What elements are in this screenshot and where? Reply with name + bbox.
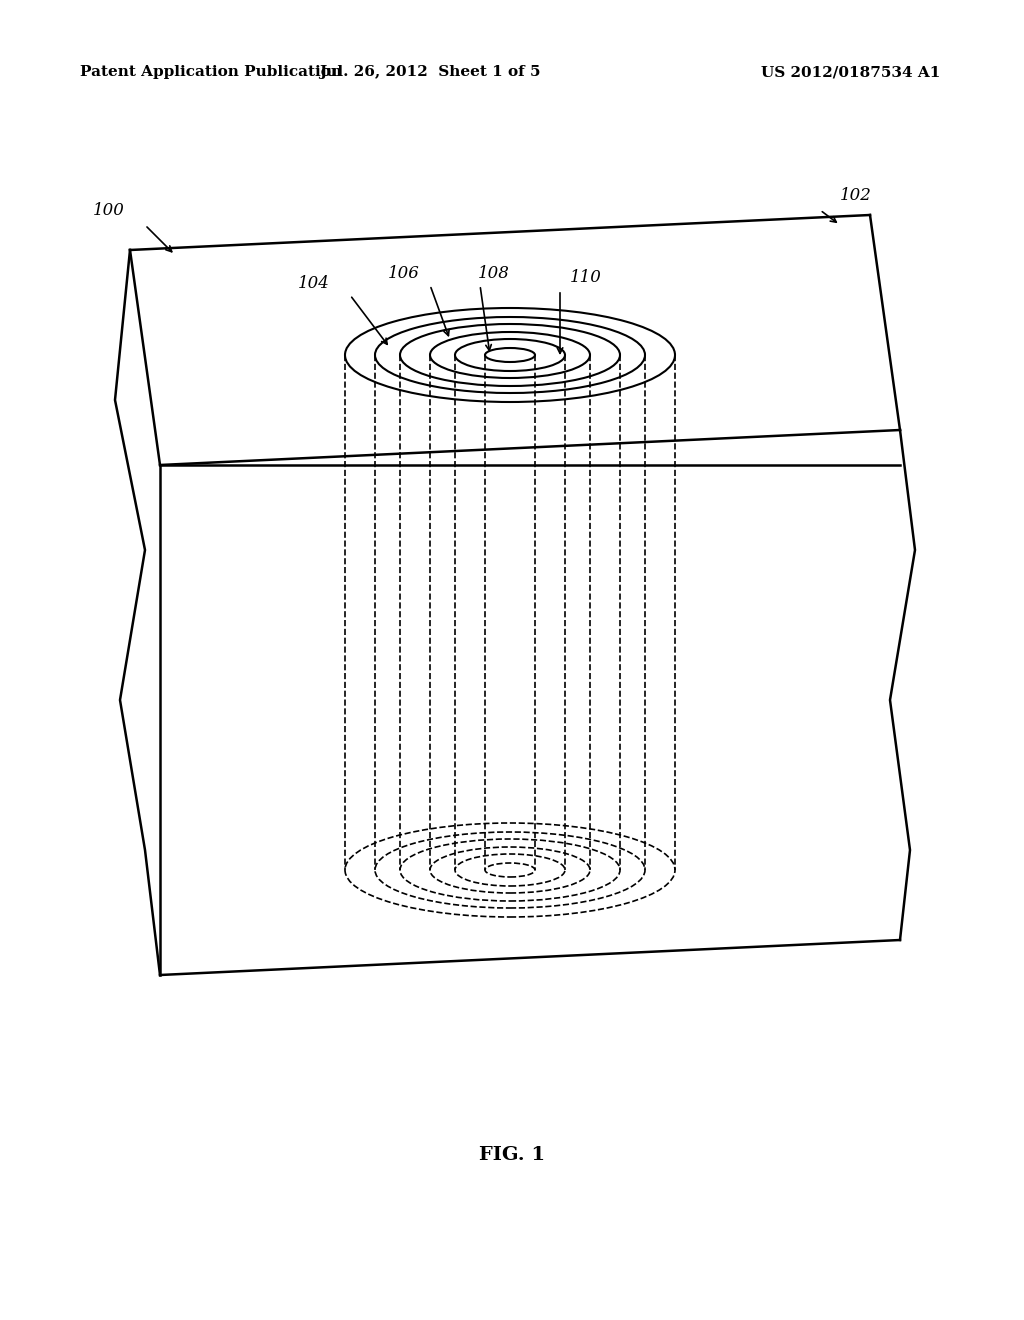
Text: US 2012/0187534 A1: US 2012/0187534 A1 (761, 65, 940, 79)
Text: 100: 100 (93, 202, 125, 219)
Text: FIG. 1: FIG. 1 (479, 1146, 545, 1164)
Text: 108: 108 (478, 265, 510, 282)
Text: 106: 106 (388, 265, 420, 282)
Text: 102: 102 (840, 187, 871, 205)
Text: 110: 110 (570, 269, 602, 286)
Text: Jul. 26, 2012  Sheet 1 of 5: Jul. 26, 2012 Sheet 1 of 5 (319, 65, 541, 79)
Text: Patent Application Publication: Patent Application Publication (80, 65, 342, 79)
Text: 104: 104 (298, 275, 330, 292)
